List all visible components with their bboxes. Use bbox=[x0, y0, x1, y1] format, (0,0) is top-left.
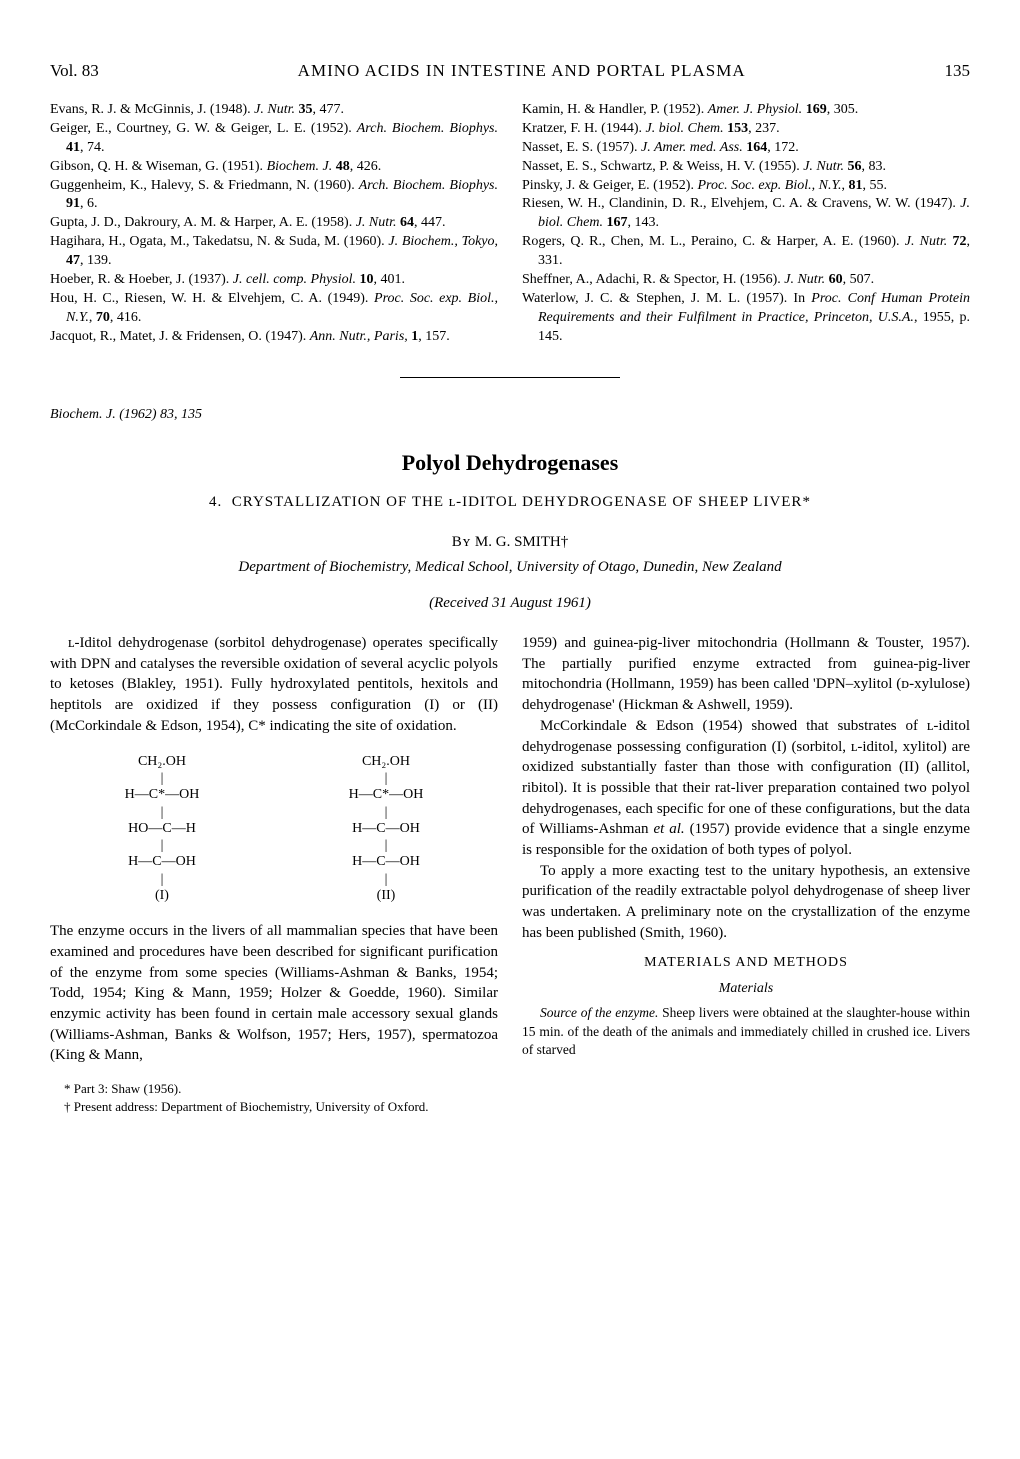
reference-entry: Nasset, E. S., Schwartz, P. & Weiss, H. … bbox=[522, 158, 970, 177]
running-title: AMINO ACIDS IN INTESTINE AND PORTAL PLAS… bbox=[99, 60, 945, 83]
reference-entry: Hagihara, H., Ogata, M., Takedatsu, N. &… bbox=[50, 233, 498, 271]
body-paragraph: Source of the enzyme. Sheep livers were … bbox=[522, 1004, 970, 1060]
section-heading: MATERIALS AND METHODS bbox=[522, 953, 970, 972]
reference-entry: Geiger, E., Courtney, G. W. & Geiger, L.… bbox=[50, 120, 498, 158]
reference-entry: Evans, R. J. & McGinnis, J. (1948). J. N… bbox=[50, 101, 498, 120]
references-left-column: Evans, R. J. & McGinnis, J. (1948). J. N… bbox=[50, 101, 498, 347]
reference-entry: Riesen, W. H., Clandinin, D. R., Elvehje… bbox=[522, 195, 970, 233]
reference-entry: Sheffner, A., Adachi, R. & Spector, H. (… bbox=[522, 271, 970, 290]
reference-entry: Kratzer, F. H. (1944). J. biol. Chem. 15… bbox=[522, 120, 970, 139]
reference-entry: Hou, H. C., Riesen, W. H. & Elvehjem, C.… bbox=[50, 290, 498, 328]
article-title: Polyol Dehydrogenases bbox=[50, 448, 970, 478]
reference-entry: Gibson, Q. H. & Wiseman, G. (1951). Bioc… bbox=[50, 158, 498, 177]
references-right-column: Kamin, H. & Handler, P. (1952). Amer. J.… bbox=[522, 101, 970, 347]
footnote: * Part 3: Shaw (1956). bbox=[50, 1080, 498, 1098]
body-right-column: 1959) and guinea-pig-liver mitochondria … bbox=[522, 633, 970, 1115]
received-date: (Received 31 August 1961) bbox=[50, 593, 970, 613]
footnote: † Present address: Department of Biochem… bbox=[50, 1098, 498, 1116]
body-paragraph: 1959) and guinea-pig-liver mitochondria … bbox=[522, 633, 970, 716]
reference-entry: Jacquot, R., Matet, J. & Fridensen, O. (… bbox=[50, 328, 498, 347]
reference-entry: Waterlow, J. C. & Stephen, J. M. L. (195… bbox=[522, 290, 970, 347]
body-left-column: ʟ-Iditol dehydrogenase (sorbitol dehydro… bbox=[50, 633, 498, 1115]
structure-one: CH₂.OH | H—C*—OH | HO—C—H | H—C—OH | (I) bbox=[125, 751, 200, 908]
body-paragraph: ʟ-Iditol dehydrogenase (sorbitol dehydro… bbox=[50, 633, 498, 736]
structure-two: CH₂.OH | H—C*—OH | H—C—OH | H—C—OH | (II… bbox=[349, 751, 424, 908]
author-affiliation: Department of Biochemistry, Medical Scho… bbox=[50, 557, 970, 577]
body-paragraph: McCorkindale & Edson (1954) showed that … bbox=[522, 716, 970, 861]
reference-entry: Hoeber, R. & Hoeber, J. (1937). J. cell.… bbox=[50, 271, 498, 290]
reference-entry: Gupta, J. D., Dakroury, A. M. & Harper, … bbox=[50, 214, 498, 233]
references-section: Evans, R. J. & McGinnis, J. (1948). J. N… bbox=[50, 101, 970, 347]
journal-reference: Biochem. J. (1962) 83, 135 bbox=[50, 406, 970, 425]
reference-entry: Kamin, H. & Handler, P. (1952). Amer. J.… bbox=[522, 101, 970, 120]
body-paragraph: To apply a more exacting test to the uni… bbox=[522, 861, 970, 944]
reference-entry: Pinsky, J. & Geiger, E. (1952). Proc. So… bbox=[522, 177, 970, 196]
section-divider bbox=[400, 377, 620, 378]
footnotes: * Part 3: Shaw (1956). † Present address… bbox=[50, 1080, 498, 1115]
reference-entry: Rogers, Q. R., Chen, M. L., Peraino, C. … bbox=[522, 233, 970, 271]
page-header: Vol. 83 AMINO ACIDS IN INTESTINE AND POR… bbox=[50, 60, 970, 83]
article-subtitle: 4. CRYSTALLIZATION OF THE ʟ-IDITOL DEHYD… bbox=[50, 492, 970, 512]
volume-number: Vol. 83 bbox=[50, 60, 99, 83]
body-paragraph: The enzyme occurs in the livers of all m… bbox=[50, 921, 498, 1066]
chemical-structure-diagram: CH₂.OH | H—C*—OH | HO—C—H | H—C—OH | (I)… bbox=[50, 751, 498, 908]
author-line: Bʏ M. G. SMITH† bbox=[50, 532, 970, 552]
subsection-heading: Materials bbox=[522, 979, 970, 998]
reference-entry: Nasset, E. S. (1957). J. Amer. med. Ass.… bbox=[522, 139, 970, 158]
page-number: 135 bbox=[945, 60, 971, 83]
article-body: ʟ-Iditol dehydrogenase (sorbitol dehydro… bbox=[50, 633, 970, 1115]
reference-entry: Guggenheim, K., Halevy, S. & Friedmann, … bbox=[50, 177, 498, 215]
